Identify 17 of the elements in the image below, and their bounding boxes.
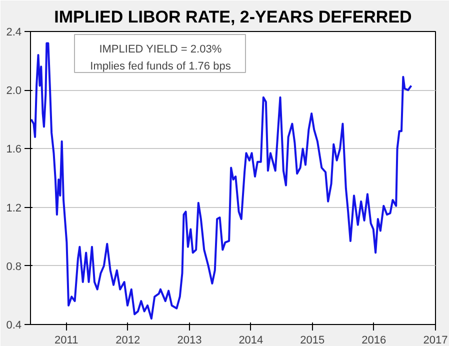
annotation: Implies fed funds of 1.76 bps (90, 60, 232, 72)
y-tick-label: 0.8 (6, 260, 22, 273)
x-tick-label: 2012 (116, 334, 140, 346)
x-tick-label: 2011 (54, 334, 78, 346)
y-tick-label: 2.0 (6, 85, 22, 98)
x-tick-label: 2014 (238, 334, 264, 346)
x-tick-label: 2013 (177, 334, 202, 346)
y-tick-label: 1.2 (6, 202, 22, 214)
annotation: IMPLIED YIELD = 2.03% (99, 44, 222, 56)
y-tick-label: 1.6 (6, 144, 22, 156)
x-tick-label: 2016 (362, 334, 386, 346)
y-tick-label: 2.4 (6, 26, 22, 38)
x-tick-label: 2017 (423, 334, 448, 346)
line-series (30, 42, 412, 320)
y-tick-label: 0.4 (6, 320, 22, 332)
x-tick-label: 2015 (300, 334, 325, 346)
chart-title: IMPLIED LIBOR RATE, 2-YEARS DEFERRED (54, 8, 412, 26)
